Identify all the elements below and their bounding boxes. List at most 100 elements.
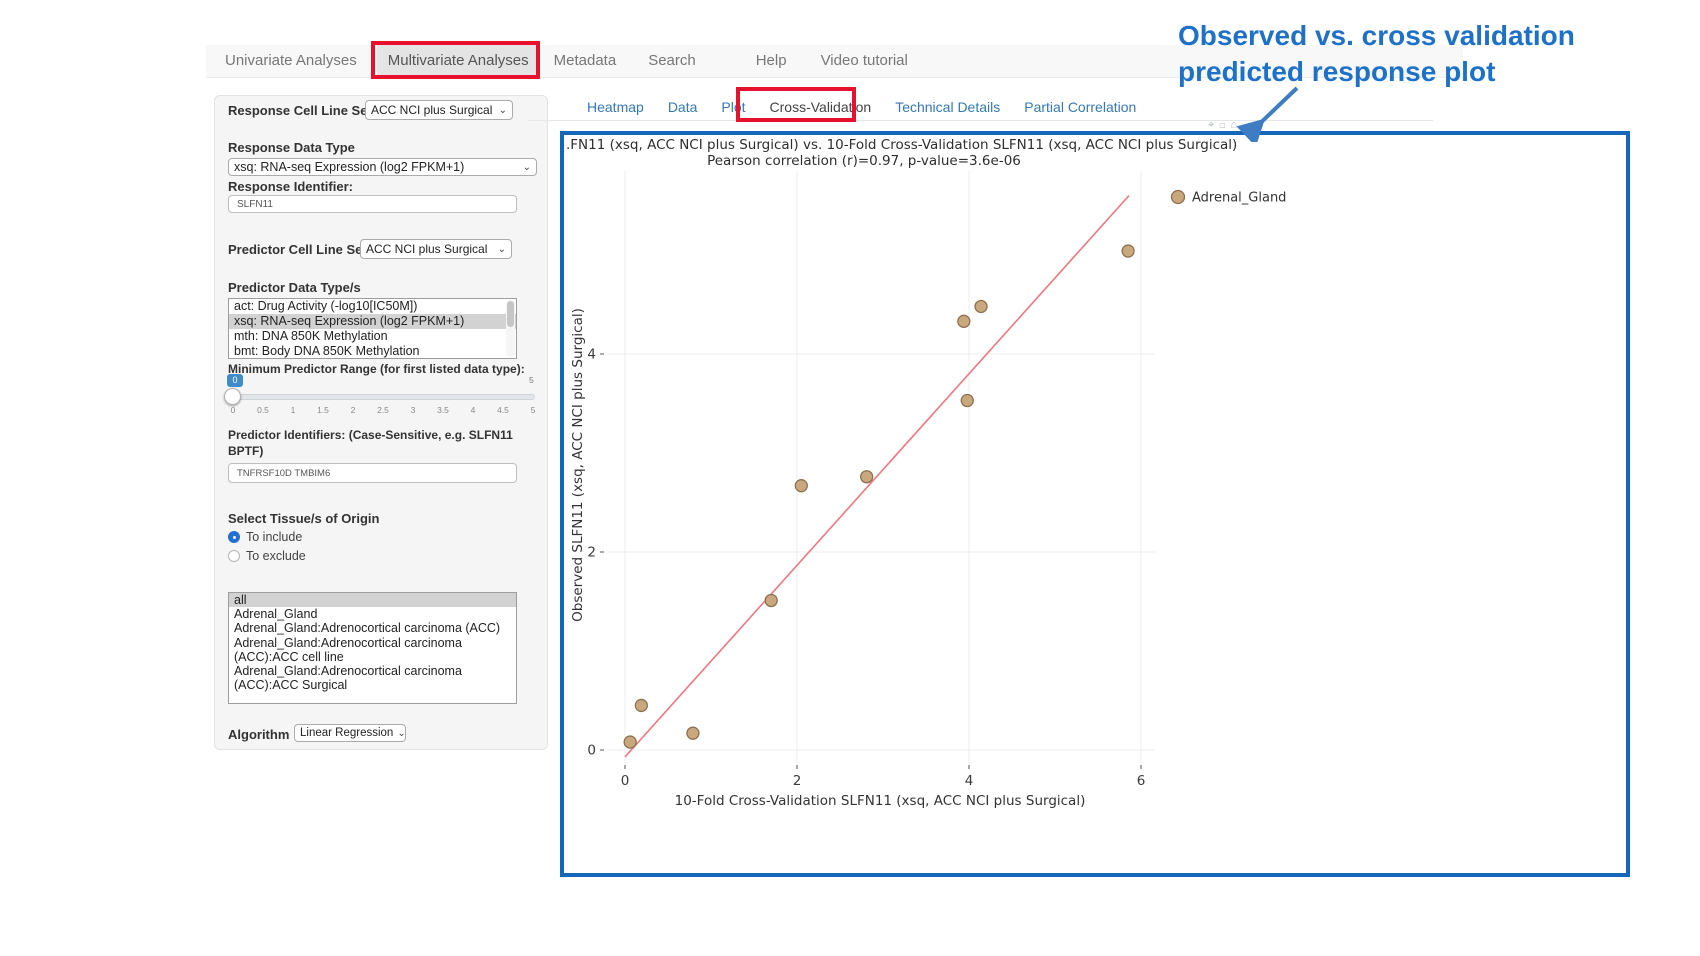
tab-data[interactable]: Data [667,99,698,115]
nav-item-univariate-analyses[interactable]: Univariate Analyses [225,52,357,69]
legend-marker[interactable] [1170,189,1186,205]
nav-item-metadata[interactable]: Metadata [553,52,617,69]
data-point [623,735,637,749]
list-option[interactable]: Adrenal_Gland:Adrenocortical carcinoma (… [234,635,462,664]
tissue-listbox[interactable]: all Adrenal_Gland Adrenal_Gland:Adrenocort… [228,592,517,704]
response-identifier-input[interactable]: SLFN11 [228,195,517,213]
tissue-exclude-radio[interactable]: To exclude [228,549,306,563]
tab-cross-validation[interactable]: Cross-Validation [769,99,872,115]
min-predictor-range-slider-handle[interactable] [224,388,241,405]
slider-value-badge: 0 [227,374,243,387]
data-point [634,698,648,713]
crosshair-icon[interactable]: ⌖ [1208,119,1220,131]
x-tick-label: 4 [965,773,974,789]
radio-selected-icon [228,531,240,543]
nav-item-help[interactable]: Help [755,52,787,69]
result-tabs: Heatmap Data Plot Cross-Validation Technical… [575,96,1148,120]
response-data-type-label: Response Data Type [228,140,355,155]
slider-tick-label: 4.5 [497,405,509,415]
data-point [960,393,974,408]
cross-validation-plot-panel: 0 2 4 6 0 2 4 Adrenal_Gland .FN11 (xsq, ACC NCI … [560,131,1630,877]
annotation-red-box-multivariate [371,41,540,79]
predictor-data-types-listbox[interactable]: act: Drug Activity (-log10[IC50M]) xsq: R… [228,298,517,359]
plot-title: .FN11 (xsq, ACC NCI plus Surgical) vs. 1… [566,137,1237,153]
annotation-text: Observed vs. cross validation predicted … [1178,18,1575,90]
predictor-identifiers-label: Predictor Identifiers: (Case-Sensitive, … [228,428,513,442]
nav-item-search[interactable]: Search [648,52,696,69]
tab-technical-details[interactable]: Technical Details [895,99,1001,115]
scrollbar-thumb[interactable] [507,301,514,327]
slider-tick-label: 1.5 [317,405,329,415]
data-point [794,479,808,493]
y-tick-label: 2 [587,545,596,561]
slider-tick-label: 3 [410,405,416,415]
chevron-down-icon: ⌄ [498,104,507,116]
tabs-divider [528,120,1433,121]
slider-tick-label: 0 [230,405,236,415]
data-point [1121,244,1135,258]
data-point [974,299,988,314]
annotation-arrow [1236,86,1299,142]
data-point [860,470,874,484]
x-tick-label: 0 [621,773,630,789]
annotation-line2: predicted response plot [1178,56,1496,87]
response-cell-line-set-select[interactable]: ACC NCI plus Surgical ⌄ [365,100,513,120]
y-tick-label: 0 [587,743,596,759]
plot-modebar: ⌖◻⌂ [1208,119,1242,132]
regression-line [624,195,1130,758]
tissue-origin-label: Select Tissue/s of Origin [228,511,380,526]
slider-max-label: 5 [529,375,534,385]
predictor-cell-line-set-label: Predictor Cell Line Set [228,242,367,257]
list-option[interactable]: Adrenal_Gland:Adrenocortical carcinoma (… [234,621,501,636]
data-point [957,314,971,328]
response-identifier-label: Response Identifier: [228,179,353,194]
list-option[interactable]: Adrenal_Gland:Adrenocortical carcinoma (… [234,664,462,693]
response-data-type-select[interactable]: xsq: RNA-seq Expression (log2 FPKM+1) ⌄ [228,158,537,176]
tab-partial-correlation[interactable]: Partial Correlation [1024,99,1137,115]
x-tick-label: 6 [1137,773,1146,789]
tab-heatmap[interactable]: Heatmap [587,99,644,115]
top-navbar: Univariate Analyses Multivariate Analyses… [206,45,1463,78]
slider-tick-label: 0.5 [257,405,269,415]
nav-item-video-tutorial[interactable]: Video tutorial [820,52,908,69]
x-axis-label: 10-Fold Cross-Validation SLFN11 (xsq, AC… [675,793,1086,809]
algorithm-select[interactable]: Linear Regression ⌄ [294,724,406,742]
scatter-plot[interactable]: 0 2 4 6 0 2 4 Adrenal_Gland .FN11 (xsq, ACC NCI … [564,135,1626,873]
slider-tick-label: 5 [530,405,536,415]
radio-unselected-icon [228,550,240,562]
plot-subtitle: Pearson correlation (r)=0.97, p-value=3.… [707,153,1021,169]
tissue-include-radio[interactable]: To include [228,530,302,544]
chevron-down-icon: ⌄ [522,161,531,173]
annotation-red-box-cross-validation [736,87,856,122]
data-point [686,726,700,740]
slider-tick-label: 2.5 [377,405,389,415]
list-option[interactable]: mth: DNA 850K Methylation [234,329,388,343]
chevron-down-icon: ⌄ [497,243,506,255]
algorithm-label: Algorithm [228,727,290,742]
legend-label[interactable]: Adrenal_Gland [1192,191,1286,206]
y-axis-label: Observed SLFN11 (xsq, ACC NCI plus Surgi… [570,308,586,622]
slider-tick-label: 4 [470,405,476,415]
min-predictor-range-slider-track[interactable] [230,394,535,400]
home-icon[interactable]: ⌂ [1230,119,1243,131]
min-predictor-range-label: Minimum Predictor Range (for first liste… [228,362,525,376]
list-option[interactable]: all [229,593,516,608]
list-option[interactable]: act: Drug Activity (-log10[IC50M]) [234,299,418,313]
predictor-identifiers-input[interactable]: TNFRSF10D TMBIM6 [228,463,517,483]
predictor-data-types-label: Predictor Data Type/s [228,280,361,295]
response-cell-line-set-label: Response Cell Line Set [228,103,372,118]
slider-tick-label: 3.5 [437,405,449,415]
x-tick-label: 2 [793,773,802,789]
predictor-identifiers-label-2: BPTF) [228,444,264,458]
list-option[interactable]: bmt: Body DNA 850K Methylation [234,344,420,358]
list-option[interactable]: xsq: RNA-seq Expression (log2 FPKM+1) [229,314,516,329]
list-option[interactable]: Adrenal_Gland [234,607,318,622]
predictor-cell-line-set-select[interactable]: ACC NCI plus Surgical ⌄ [360,239,512,259]
y-tick-label: 4 [587,347,596,363]
box-select-icon[interactable]: ◻ [1219,119,1231,131]
data-point [764,593,778,608]
listbox-scrollbar[interactable] [506,300,515,357]
slider-tick-label: 2 [350,405,356,415]
nav-item-multivariate-analyses[interactable]: Multivariate Analyses [376,45,540,77]
